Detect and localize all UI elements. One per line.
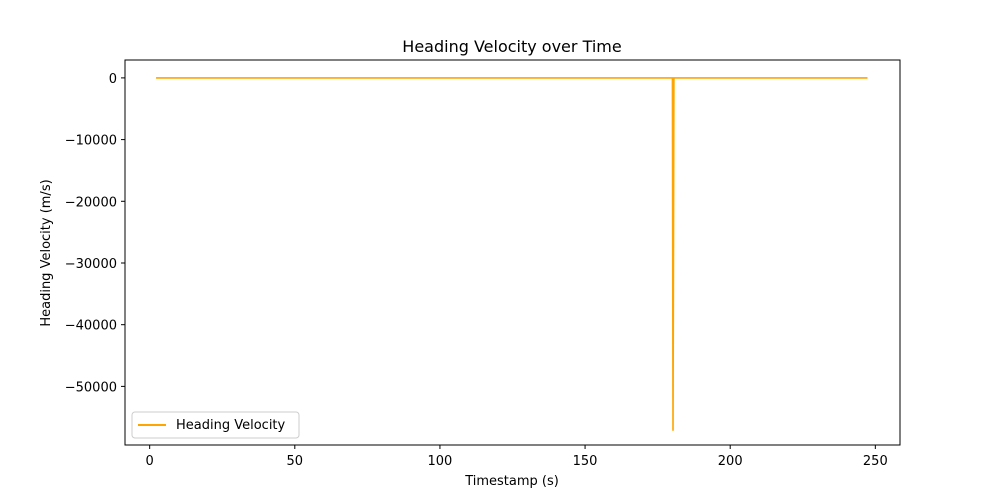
y-tick-label: −10000 bbox=[65, 134, 117, 149]
y-tick-label: −50000 bbox=[65, 380, 117, 395]
y-tick-label: 0 bbox=[109, 72, 117, 87]
x-tick-label: 50 bbox=[287, 454, 304, 469]
y-axis: 0 −10000 −20000 −30000 −40000 −50000 bbox=[65, 72, 125, 395]
chart-title: Heading Velocity over Time bbox=[402, 37, 621, 56]
series-line-heading-velocity bbox=[156, 77, 868, 431]
plot-area bbox=[124, 59, 901, 446]
series-layer bbox=[156, 77, 868, 431]
x-tick-label: 100 bbox=[428, 454, 453, 469]
legend-label-heading-velocity: Heading Velocity bbox=[176, 418, 286, 433]
y-axis-label: Heading Velocity (m/s) bbox=[39, 179, 54, 326]
y-tick-label: −20000 bbox=[65, 195, 117, 210]
y-tick-label: −30000 bbox=[65, 257, 117, 272]
x-tick-label: 250 bbox=[863, 454, 888, 469]
legend: Heading Velocity bbox=[131, 411, 300, 439]
y-tick-label: −40000 bbox=[65, 319, 117, 334]
x-axis-label: Timestamp (s) bbox=[464, 474, 559, 489]
x-tick-label: 0 bbox=[146, 454, 154, 469]
x-axis: 0 50 100 150 200 250 bbox=[146, 445, 888, 469]
legend-box bbox=[131, 411, 300, 439]
x-tick-label: 150 bbox=[573, 454, 598, 469]
x-tick-label: 200 bbox=[718, 454, 743, 469]
